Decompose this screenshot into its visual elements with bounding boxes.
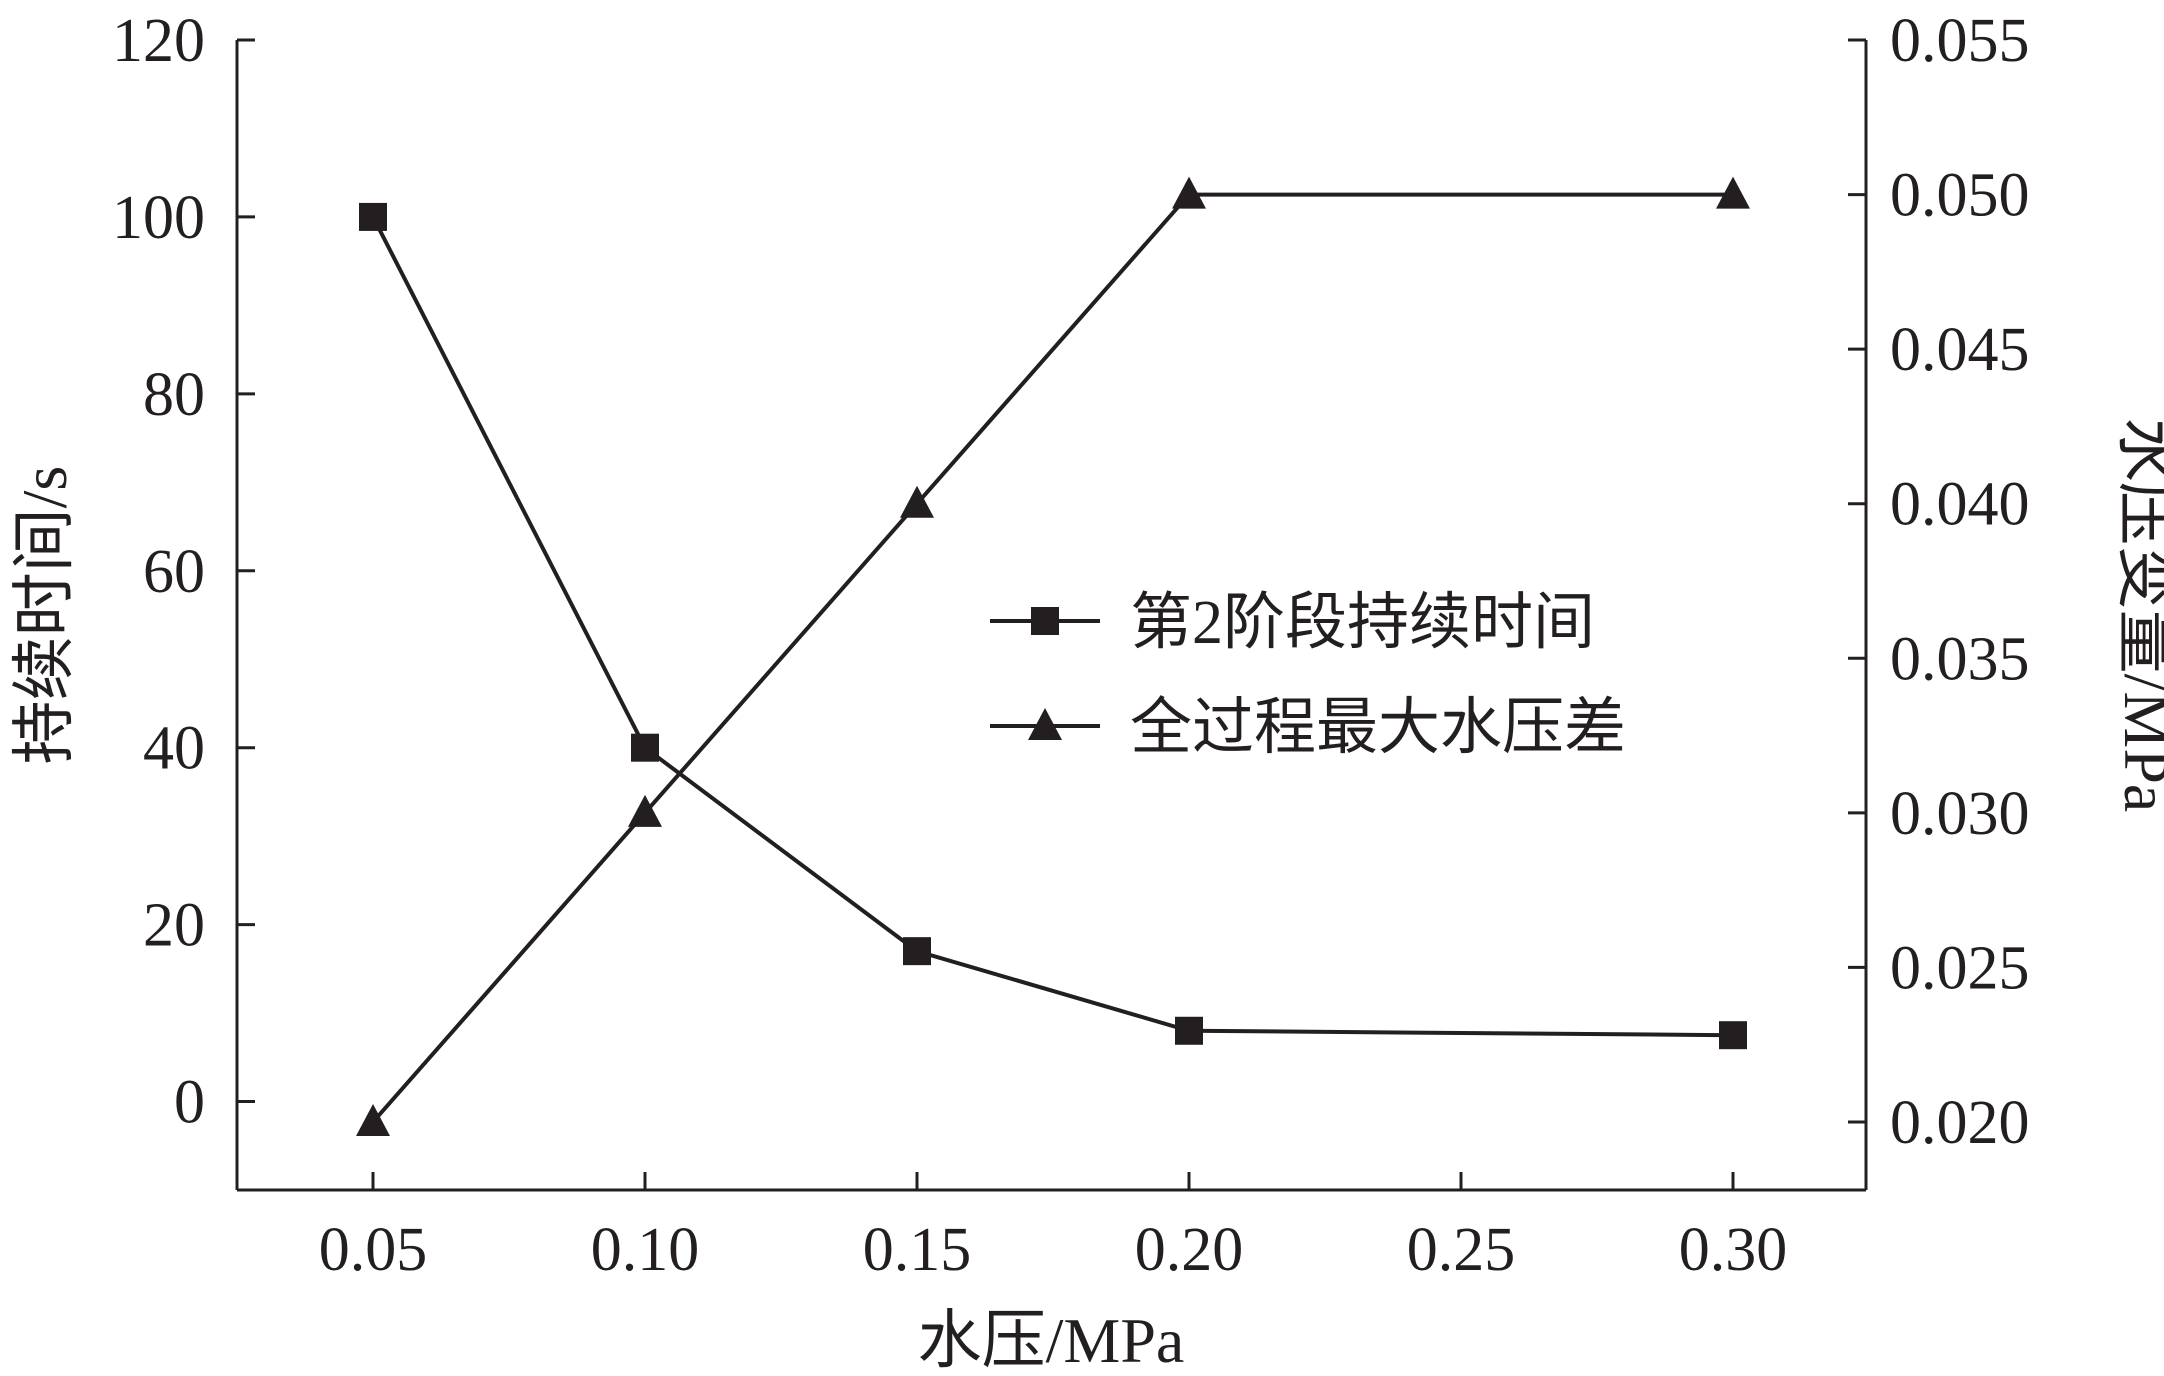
- legend-label-duration: 第2阶段持续时间: [1130, 589, 1595, 657]
- x-ticks: 0.05 0.10 0.15 0.20 0.25 0.30: [319, 1172, 1788, 1284]
- data-point-square: [1719, 1021, 1747, 1050]
- left-y-axis-title: 持续时间/s: [9, 466, 80, 765]
- right-y-tick-label: 0.030: [1890, 780, 2030, 848]
- right-y-tick-label: 0.050: [1890, 162, 2030, 230]
- data-point-square: [631, 733, 659, 762]
- x-axis-title: 水压/MPa: [918, 1305, 1185, 1376]
- right-y-tick-label: 0.040: [1890, 471, 2030, 539]
- data-point-square: [903, 937, 931, 966]
- right-y-ticks: 0.020 0.025 0.030 0.035 0.040 0.045 0.050 0.055: [1848, 7, 2030, 1157]
- left-y-tick-label: 0: [174, 1069, 205, 1137]
- legend-triangle-marker: [1028, 708, 1062, 740]
- legend-label-pressure-diff: 全过程最大水压差: [1130, 694, 1626, 762]
- data-point-triangle: [356, 1103, 390, 1136]
- data-point-triangle: [900, 485, 934, 518]
- left-y-tick-label: 20: [143, 892, 205, 960]
- data-point-triangle: [1172, 176, 1206, 209]
- x-tick-label: 0.05: [319, 1216, 428, 1284]
- chart-axes: [235, 40, 1868, 1192]
- data-point-square: [359, 202, 387, 231]
- series-line-pressure-diff: [371, 192, 1733, 1124]
- left-y-tick-label: 40: [143, 715, 205, 783]
- left-y-ticks: 0 20 40 60 80 100 120: [112, 7, 255, 1137]
- left-y-tick-label: 80: [143, 361, 205, 429]
- right-y-axis-title: 水压变量/MPa: [2111, 418, 2164, 813]
- right-y-tick-label: 0.045: [1890, 316, 2030, 384]
- left-y-tick-label: 100: [112, 184, 205, 252]
- right-y-tick-label: 0.020: [1890, 1089, 2030, 1157]
- x-tick-label: 0.20: [1135, 1216, 1244, 1284]
- legend: 第2阶段持续时间 全过程最大水压差: [990, 589, 1626, 762]
- x-tick-label: 0.15: [863, 1216, 972, 1284]
- x-tick-label: 0.10: [591, 1216, 700, 1284]
- legend-entry-pressure-diff: 全过程最大水压差: [990, 694, 1626, 762]
- right-y-tick-label: 0.025: [1890, 934, 2030, 1002]
- right-y-tick-label: 0.035: [1890, 625, 2030, 693]
- right-y-tick-label: 0.055: [1890, 7, 2030, 75]
- x-tick-label: 0.30: [1679, 1216, 1788, 1284]
- legend-entry-duration: 第2阶段持续时间: [990, 589, 1595, 657]
- data-point-triangle: [628, 794, 662, 827]
- data-point-triangle: [1716, 176, 1750, 209]
- left-y-tick-label: 120: [112, 7, 205, 75]
- left-y-tick-label: 60: [143, 538, 205, 606]
- x-tick-label: 0.25: [1407, 1216, 1516, 1284]
- series-layer: [356, 176, 1750, 1136]
- legend-square-marker: [1031, 607, 1059, 635]
- data-point-square: [1175, 1016, 1203, 1045]
